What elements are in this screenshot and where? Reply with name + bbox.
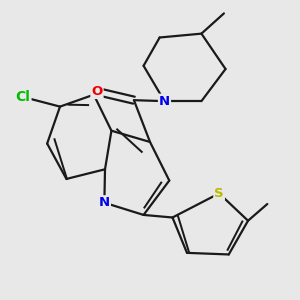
Text: S: S <box>214 187 224 200</box>
Text: N: N <box>159 94 170 108</box>
Text: N: N <box>99 196 110 209</box>
Text: O: O <box>91 85 103 98</box>
Text: Cl: Cl <box>16 90 31 104</box>
